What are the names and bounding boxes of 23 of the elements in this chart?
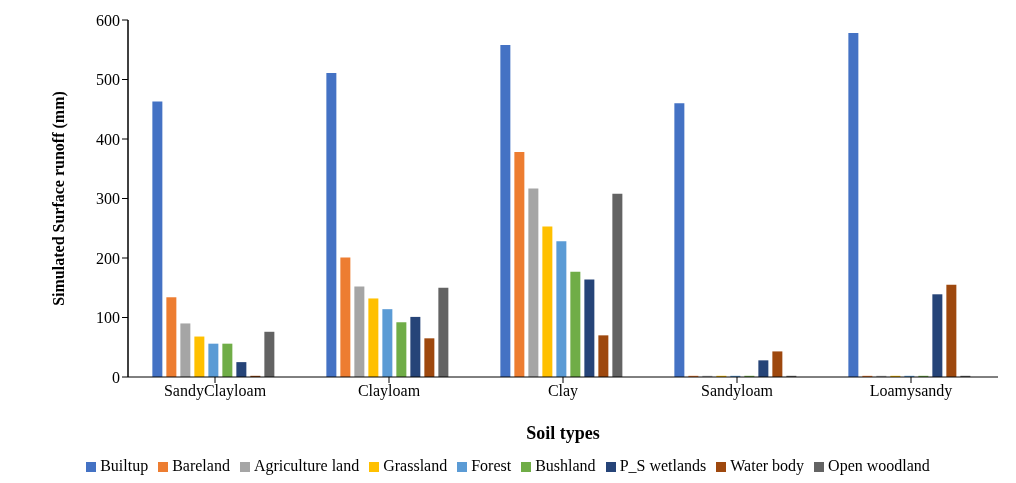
y-tick-label: 600 — [96, 11, 120, 29]
legend-label: Builtup — [100, 457, 149, 474]
y-tick-label: 100 — [96, 309, 120, 327]
x-tick-label: Sandyloam — [701, 382, 774, 401]
y-tick-label: 0 — [112, 368, 120, 386]
y-tick-label: 300 — [96, 190, 120, 208]
y-axis-title: Simulated Surface runoff (mm) — [49, 91, 68, 306]
x-tick-label: SandyClayloam — [163, 382, 267, 401]
legend-label: Grassland — [383, 457, 448, 474]
x-axis-title: Soil types — [526, 423, 600, 443]
legend-label: P_S wetlands — [619, 457, 707, 474]
x-tick-label: Loamysandy — [869, 382, 953, 401]
legend-label: Bareland — [172, 457, 230, 474]
legend-label: Water body — [730, 457, 805, 474]
y-tick-label: 400 — [96, 130, 120, 148]
legend-label: Bushland — [535, 457, 596, 474]
legend-label: Agriculture land — [253, 457, 360, 474]
legend-label: Forest — [471, 457, 512, 474]
x-tick-label: Clay — [547, 382, 579, 401]
y-tick-label: 500 — [96, 71, 120, 89]
y-tick-label: 200 — [96, 249, 120, 267]
legend-label: Open woodland — [828, 457, 930, 474]
x-tick-label: Clayloam — [357, 382, 421, 401]
